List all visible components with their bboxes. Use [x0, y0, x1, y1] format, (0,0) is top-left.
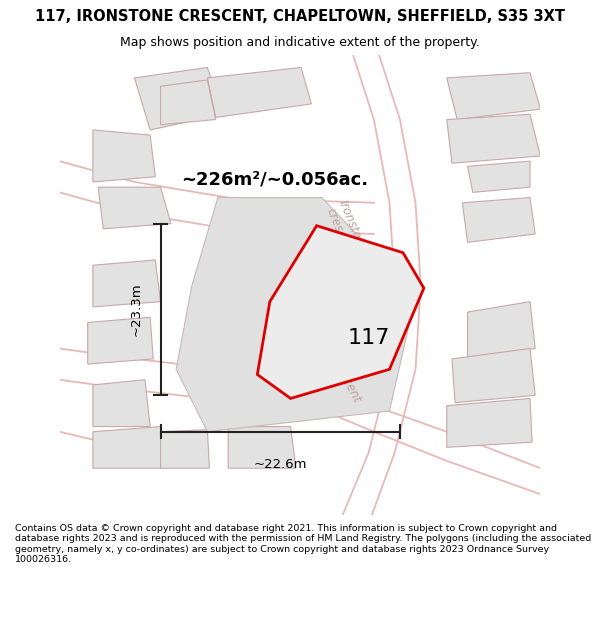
Polygon shape: [208, 68, 311, 118]
Text: Contains OS data © Crown copyright and database right 2021. This information is : Contains OS data © Crown copyright and d…: [15, 524, 591, 564]
Text: ~226m²/~0.056ac.: ~226m²/~0.056ac.: [181, 171, 368, 189]
Polygon shape: [447, 399, 532, 448]
Polygon shape: [176, 198, 416, 432]
Polygon shape: [208, 296, 268, 354]
Polygon shape: [88, 318, 153, 364]
Polygon shape: [93, 380, 150, 426]
Text: 117, IRONSTONE CRESCENT, CHAPELTOWN, SHEFFIELD, S35 3XT: 117, IRONSTONE CRESCENT, CHAPELTOWN, SHE…: [35, 9, 565, 24]
Polygon shape: [134, 68, 223, 130]
Text: 117: 117: [347, 328, 390, 348]
Polygon shape: [93, 426, 164, 468]
Text: ~23.3m: ~23.3m: [130, 282, 143, 336]
Polygon shape: [93, 260, 161, 307]
Polygon shape: [98, 187, 171, 229]
Polygon shape: [228, 426, 296, 468]
Polygon shape: [257, 226, 424, 399]
Polygon shape: [161, 80, 216, 125]
Polygon shape: [452, 349, 535, 403]
Text: Map shows position and indicative extent of the property.: Map shows position and indicative extent…: [120, 36, 480, 49]
Text: ~22.6m: ~22.6m: [253, 458, 307, 471]
Text: Ironstone Crescent: Ironstone Crescent: [299, 299, 363, 404]
Polygon shape: [161, 429, 209, 468]
Polygon shape: [467, 161, 530, 192]
Polygon shape: [447, 114, 541, 163]
Polygon shape: [447, 72, 541, 119]
Polygon shape: [93, 130, 155, 182]
Polygon shape: [463, 198, 535, 242]
Polygon shape: [467, 302, 535, 359]
Polygon shape: [202, 349, 259, 401]
Text: Ironstone
crescent: Ironstone crescent: [322, 199, 369, 261]
